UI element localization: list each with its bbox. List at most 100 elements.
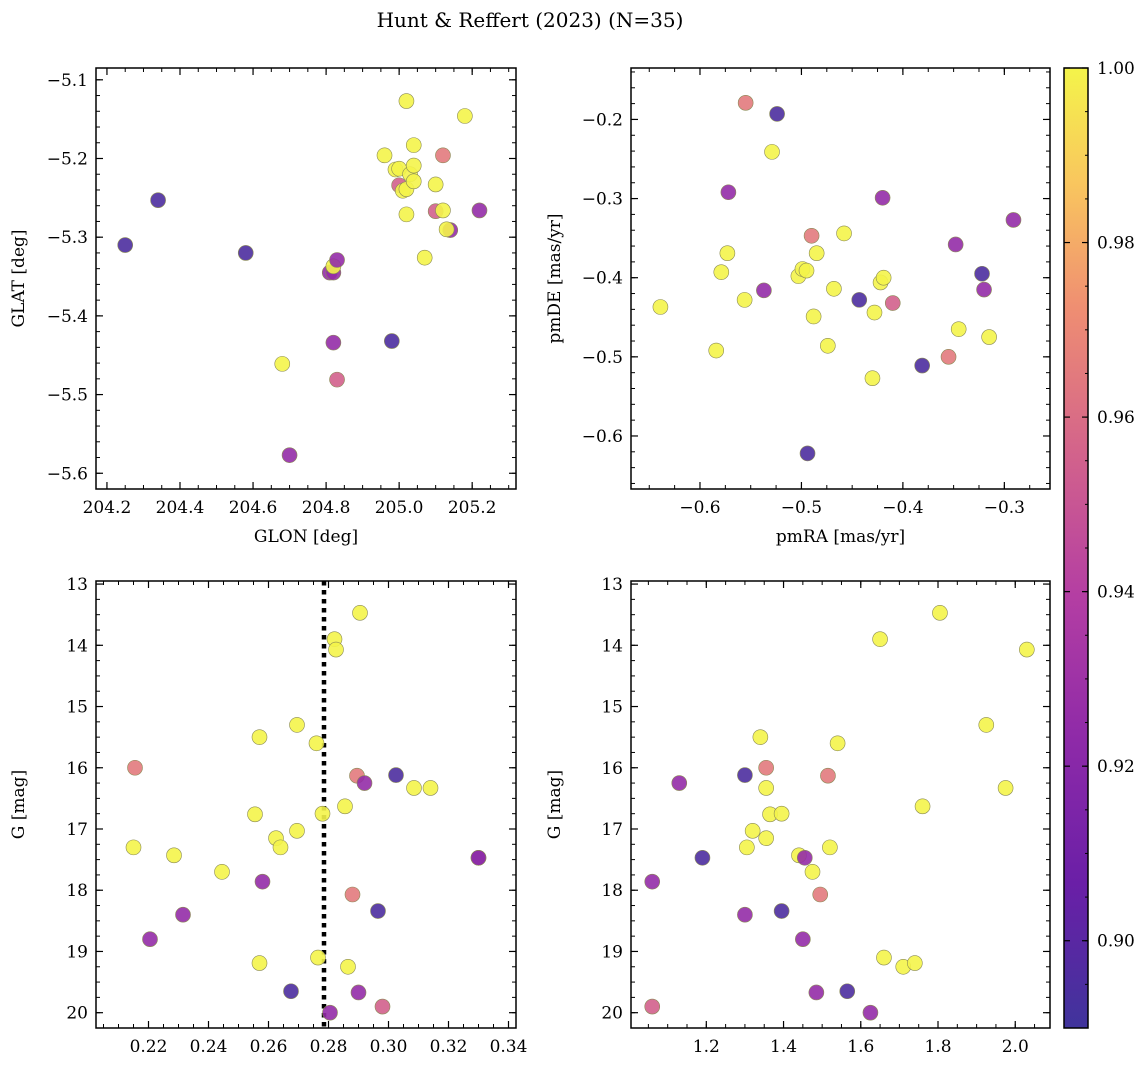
scatter-point xyxy=(281,447,298,463)
figure-title: Hunt & Reffert (2023) (N=35) xyxy=(377,8,684,32)
colorbar-tick-label: 0.96 xyxy=(1097,408,1135,428)
y-tick-label: −5.6 xyxy=(47,464,88,484)
colorbar-tick-label: 1.00 xyxy=(1097,59,1135,79)
scatter-point xyxy=(851,292,868,308)
scatter-point xyxy=(914,798,931,815)
scatter-point xyxy=(274,356,291,372)
scatter-point xyxy=(422,780,439,796)
y-tick-label: 19 xyxy=(601,942,623,962)
scatter-point xyxy=(214,864,230,880)
scatter-point xyxy=(981,329,997,345)
scatter-point xyxy=(283,983,299,1000)
scatter-point xyxy=(376,147,393,164)
y-axis-label: G [mag] xyxy=(545,770,565,839)
scatter-point xyxy=(384,333,400,349)
scatter-point xyxy=(438,221,455,238)
scatter-point xyxy=(117,237,134,253)
scatter-point xyxy=(758,759,774,776)
scatter-point xyxy=(974,265,990,282)
scatter-point xyxy=(808,984,825,1001)
scatter-point xyxy=(328,641,344,658)
y-tick-label: 14 xyxy=(601,636,623,656)
scatter-point xyxy=(812,886,829,903)
y-tick-label: 17 xyxy=(66,820,88,840)
plot-frame xyxy=(95,67,517,490)
x-tick-label: −0.5 xyxy=(781,498,822,518)
scatter-point xyxy=(820,767,836,784)
scatter-point xyxy=(829,735,846,752)
scatter-point xyxy=(796,849,813,866)
scatter-point xyxy=(406,780,422,796)
scatter-point xyxy=(1019,641,1035,658)
x-tick-label: 2.0 xyxy=(1002,1037,1029,1057)
x-tick-label: 0.32 xyxy=(430,1037,468,1057)
scatter-point xyxy=(125,839,142,856)
scatter-point xyxy=(719,245,736,261)
scatter-point xyxy=(150,192,166,209)
scatter-point xyxy=(744,823,761,839)
scatter-point xyxy=(839,983,856,1000)
y-tick-label: 15 xyxy=(66,698,88,718)
scatter-point xyxy=(405,137,422,153)
scatter-point xyxy=(398,206,415,223)
x-tick-label: 204.6 xyxy=(229,498,278,518)
scatter-point xyxy=(737,767,753,783)
colorbar-tick-label: 0.90 xyxy=(1097,932,1135,952)
scatter-point xyxy=(875,269,892,286)
scatter-point xyxy=(329,252,345,268)
x-axis-label: GLON [deg] xyxy=(254,527,358,547)
scatter-point xyxy=(1005,212,1022,228)
colorbar-tick-label: 0.98 xyxy=(1097,234,1135,254)
scatter-point xyxy=(289,823,305,839)
scatter-point xyxy=(737,906,753,923)
scatter-point xyxy=(798,262,815,279)
scatter-point xyxy=(471,202,488,219)
scatter-point xyxy=(352,605,368,621)
x-tick-label: 1.2 xyxy=(693,1037,720,1057)
y-tick-label: −0.2 xyxy=(582,110,623,130)
scatter-point xyxy=(758,780,774,796)
y-tick-label: 18 xyxy=(601,881,623,901)
scatter-point xyxy=(752,729,769,745)
scatter-point xyxy=(350,984,367,1001)
scatter-point xyxy=(405,173,422,190)
y-tick-label: −0.3 xyxy=(582,190,623,210)
scatter-point xyxy=(254,873,271,890)
scatter-point xyxy=(795,931,811,948)
y-axis-label: G [mag] xyxy=(9,770,29,839)
scatter-point xyxy=(907,955,923,971)
scatter-point xyxy=(876,949,892,966)
scatter-point xyxy=(820,337,836,354)
colorbar-tick-label: 0.92 xyxy=(1097,757,1135,777)
x-tick-label: 0.30 xyxy=(370,1037,408,1057)
y-tick-label: 17 xyxy=(601,820,623,840)
scatter-point xyxy=(826,280,842,297)
scatter-point xyxy=(773,805,790,822)
y-tick-label: 18 xyxy=(66,881,88,901)
x-tick-label: −0.4 xyxy=(882,498,923,518)
scatter-point xyxy=(652,299,669,315)
colorbar-tick-label: 0.94 xyxy=(1097,583,1135,603)
y-tick-label: 20 xyxy=(601,1004,623,1024)
scatter-point xyxy=(769,106,785,122)
scatter-point xyxy=(947,236,964,253)
scatter-point xyxy=(804,864,821,880)
scatter-point xyxy=(251,729,268,745)
x-tick-label: 205.0 xyxy=(375,498,424,518)
scatter-point xyxy=(457,108,473,124)
scatter-point xyxy=(756,282,772,299)
x-tick-label: 0.22 xyxy=(130,1037,168,1057)
scatter-point xyxy=(310,949,326,966)
y-axis-label: GLAT [deg] xyxy=(9,229,29,327)
x-tick-label: −0.6 xyxy=(679,498,720,518)
scatter-point xyxy=(416,249,433,266)
scatter-point xyxy=(708,342,725,359)
x-tick-label: 0.28 xyxy=(310,1037,348,1057)
plot-frame xyxy=(630,580,1051,1029)
scatter-point xyxy=(644,998,661,1015)
scatter-point xyxy=(805,308,822,325)
scatter-point xyxy=(872,631,888,647)
scatter-point xyxy=(737,95,754,111)
scatter-point xyxy=(237,245,254,261)
y-tick-label: −5.5 xyxy=(47,386,88,406)
